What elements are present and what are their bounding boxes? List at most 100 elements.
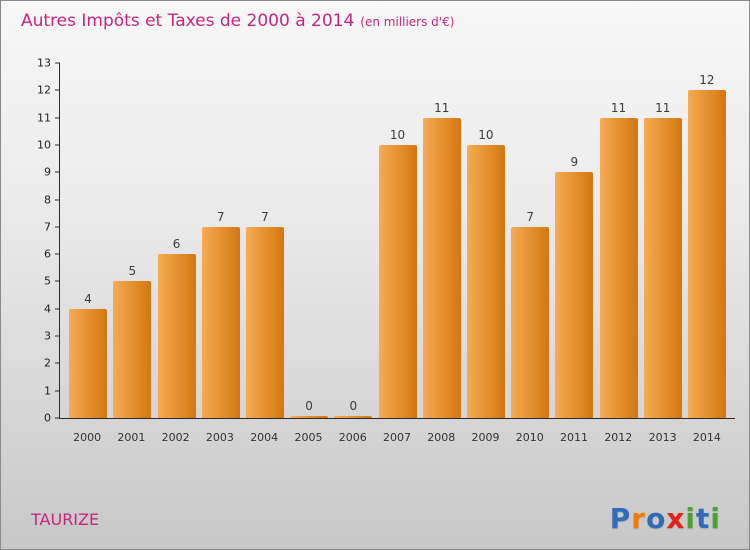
y-tick-mark [55, 390, 60, 392]
bar-value-label: 0 [349, 399, 358, 413]
y-tick-label: 7 [44, 220, 51, 234]
bar-value-label: 11 [610, 100, 627, 115]
logo-letter: P [609, 502, 632, 535]
bar [422, 117, 461, 418]
bar-value-label: 5 [128, 264, 137, 279]
bar-column-2005: 0 [287, 63, 331, 418]
bar-column-2009: 10 [464, 63, 508, 418]
y-tick-label: 10 [37, 138, 51, 152]
x-axis-labels: 2000 2001 2002 2003 2004 2005 2006 2007 2008 2009… [59, 431, 735, 444]
y-tick-mark [55, 117, 60, 119]
y-tick-3: 3 [44, 330, 60, 343]
y-tick-mark [55, 308, 60, 310]
x-axis-label: 2013 [648, 431, 677, 444]
y-tick-mark [55, 280, 60, 282]
proxiti-logo[interactable]: Proxiti [610, 502, 721, 535]
x-axis-label: 2005 [294, 431, 323, 444]
chart-subtitle: (en milliers d'€) [360, 15, 455, 29]
y-tick-5: 5 [44, 275, 60, 288]
y-tick-4: 4 [44, 302, 60, 315]
x-axis-label: 2011 [560, 431, 589, 444]
bar-column-2000: 4 [66, 63, 110, 418]
y-tick-label: 8 [44, 193, 51, 207]
y-tick-label: 6 [44, 247, 51, 261]
y-tick-11: 11 [37, 111, 60, 124]
x-axis-label: 2001 [117, 431, 146, 444]
y-tick-mark [55, 417, 60, 419]
y-tick-mark [55, 253, 60, 255]
chart-title: Autres Impôts et Taxes de 2000 à 2014 [21, 11, 355, 31]
bar [466, 144, 505, 418]
y-tick-8: 8 [44, 193, 60, 206]
logo-letter: o [646, 502, 667, 535]
bar-value-label: 10 [389, 127, 406, 142]
x-axis-label: 2012 [604, 431, 633, 444]
bar-column-2004: 7 [243, 63, 287, 418]
y-tick-13: 13 [37, 57, 60, 70]
bar [201, 226, 240, 418]
x-axis-label: 2000 [73, 431, 102, 444]
bar-column-2012: 11 [596, 63, 640, 418]
bar [555, 172, 594, 418]
y-tick-label: 1 [44, 384, 51, 398]
y-tick-mark [55, 144, 60, 146]
x-axis-label: 2009 [471, 431, 500, 444]
bar [643, 117, 682, 418]
bar-value-label: 7 [526, 209, 534, 224]
bar-column-2010: 7 [508, 63, 552, 418]
y-tick-mark [55, 89, 60, 91]
y-tick-label: 9 [44, 165, 51, 179]
bar-column-2001: 5 [110, 63, 154, 418]
x-axis-label: 2004 [250, 431, 279, 444]
bars-container: 4 5 6 7 7 0 0 10 11 10 7 9 11 11 12 [60, 63, 735, 418]
bar-column-2007: 10 [375, 63, 419, 418]
y-tick-mark [55, 362, 60, 364]
bar-value-label: 11 [655, 100, 671, 115]
y-tick-label: 2 [44, 356, 51, 370]
bar [157, 254, 196, 418]
bar-column-2008: 11 [420, 63, 464, 418]
y-tick-2: 2 [44, 357, 60, 370]
bar-column-2002: 6 [154, 63, 198, 418]
y-tick-12: 12 [37, 84, 60, 97]
y-tick-label: 4 [44, 302, 51, 316]
commune-name: TAURIZE [31, 510, 100, 529]
bar [599, 117, 638, 418]
chart-header: Autres Impôts et Taxes de 2000 à 2014 (en… [21, 11, 454, 31]
bar [687, 90, 726, 418]
bar [511, 226, 550, 418]
x-axis-label: 2002 [161, 431, 190, 444]
x-axis-label: 2003 [205, 431, 234, 444]
x-axis-label: 2014 [692, 431, 721, 444]
bar [334, 416, 373, 418]
y-tick-label: 13 [37, 56, 51, 70]
x-axis-label: 2006 [338, 431, 367, 444]
bar-value-label: 4 [84, 291, 92, 306]
bar [69, 308, 108, 418]
bar-column-2011: 9 [552, 63, 596, 418]
y-tick-mark [55, 226, 60, 228]
bar [245, 226, 284, 418]
bar-column-2013: 11 [641, 63, 685, 418]
x-axis-label: 2007 [382, 431, 411, 444]
y-tick-label: 11 [37, 111, 51, 125]
bar-value-label: 12 [699, 73, 715, 88]
bar [113, 281, 152, 418]
y-tick-10: 10 [37, 138, 60, 151]
bar [290, 416, 329, 418]
y-tick-6: 6 [44, 248, 60, 261]
y-tick-0: 0 [44, 412, 60, 425]
y-tick-9: 9 [44, 166, 60, 179]
bar-value-label: 7 [261, 209, 269, 224]
x-axis-label: 2010 [515, 431, 544, 444]
y-tick-label: 12 [37, 83, 51, 97]
bar-value-label: 0 [305, 399, 313, 413]
y-tick-mark [55, 335, 60, 337]
bar-value-label: 9 [570, 155, 579, 170]
plot-area: 0 1 2 3 4 5 6 7 8 9 10 11 12 13 4 5 6 7 7 0 0 10 11 10 7 9 11 11 12 [37, 57, 735, 425]
y-tick-label: 0 [44, 411, 51, 425]
y-tick-mark [55, 62, 60, 64]
bar-value-label: 10 [478, 127, 494, 142]
x-axis-label: 2008 [427, 431, 456, 444]
